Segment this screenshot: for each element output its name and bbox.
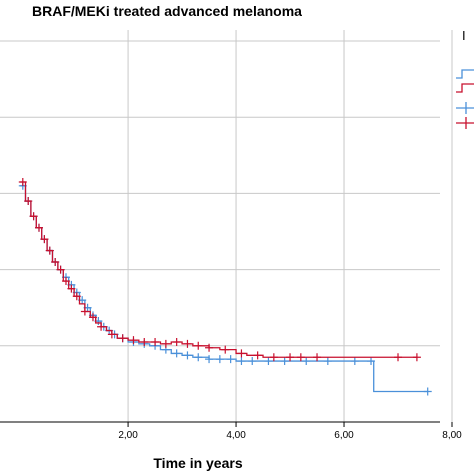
series-1-censor-mark-11 [80,307,89,316]
series-1-censor-mark-19 [161,339,170,348]
series-1-censor-mark-25 [237,349,246,358]
series-1-censor-mark-23 [205,343,214,352]
series-1-censor-mark-5 [45,246,54,255]
x-tick-label-1: 4,00 [226,430,246,441]
series-1-censor-mark-6 [51,258,60,266]
series-0-censor-mark-36 [367,357,376,366]
series-0-censor-mark-30 [248,357,257,366]
series-1-censor-mark-26 [253,351,262,360]
series-1-censor-mark-12 [88,313,97,322]
series-1-censor-mark-28 [286,353,295,362]
series-0-censor-mark-28 [226,355,235,364]
series-1-censor-mark-14 [107,330,116,339]
legend-censor-swatch-1 [456,117,474,129]
series-1-censor-mark-7 [56,265,65,274]
series-1-censor-mark-29 [296,353,305,362]
series-1-censor-mark-16 [129,336,138,345]
chart-title: BRAF/MEKi treated advanced melanoma [32,3,302,19]
series-1-censor-mark-10 [72,292,81,301]
legend-censor-swatch-0 [456,102,474,114]
series-0-censor-mark-26 [205,355,214,364]
series-1-censor-mark-4 [40,235,49,244]
series-0-censor-mark-32 [280,357,289,366]
series-1-censor-mark-8 [61,277,70,286]
series-1-censor-mark-1 [24,197,33,206]
series-0-censor-mark-25 [194,353,203,362]
axes [0,421,453,427]
series-1-censor-mark-30 [313,353,322,362]
x-tick-labels: 2,00 4,00 6,00 8,00 [118,430,462,441]
series-layer [18,178,432,396]
legend-line-swatch-0 [456,69,474,79]
series-1-censor-mark-13 [97,322,106,331]
series-1-censor-mark-21 [183,339,192,348]
series-0-censor-mark-35 [350,357,359,366]
series-1-censor-mark-9 [67,284,76,293]
series-1-censor-mark-2 [29,212,38,221]
series-1-censor-mark-3 [34,223,43,232]
x-tick-label-2: 6,00 [334,430,354,441]
series-1-censor-mark-27 [269,353,278,362]
legend-heading: I [462,28,466,43]
series-1-censor-mark-18 [151,338,160,346]
series-0-censor-mark-33 [302,357,311,366]
series-0-censor-mark-37 [423,387,432,396]
series-0-censor-mark-34 [323,357,332,366]
series-1-censor-mark-32 [412,353,421,362]
gridlines [0,30,453,423]
series-1-censor-mark-20 [172,338,181,346]
series-0-censor-mark-31 [264,357,273,366]
series-1-censor-mark-22 [194,341,203,350]
series-1-censor-mark-31 [394,353,403,362]
series-0-censor-mark-23 [172,349,181,358]
series-0-censor-mark-24 [183,351,192,360]
series-1-censor-mark-15 [118,334,127,343]
legend: I [456,28,474,129]
series-1-censor-mark-0 [18,178,27,186]
series-0-censor-mark-27 [215,355,224,364]
x-axis-label: Time in years [153,455,242,471]
series-1-censor-mark-17 [140,338,149,346]
legend-line-swatch-1 [456,83,474,93]
x-tick-label-3: 8,00 [442,430,462,441]
series-0-censor-mark-29 [237,357,246,366]
x-tick-label-0: 2,00 [118,430,138,441]
series-1-censor-mark-24 [221,345,230,354]
